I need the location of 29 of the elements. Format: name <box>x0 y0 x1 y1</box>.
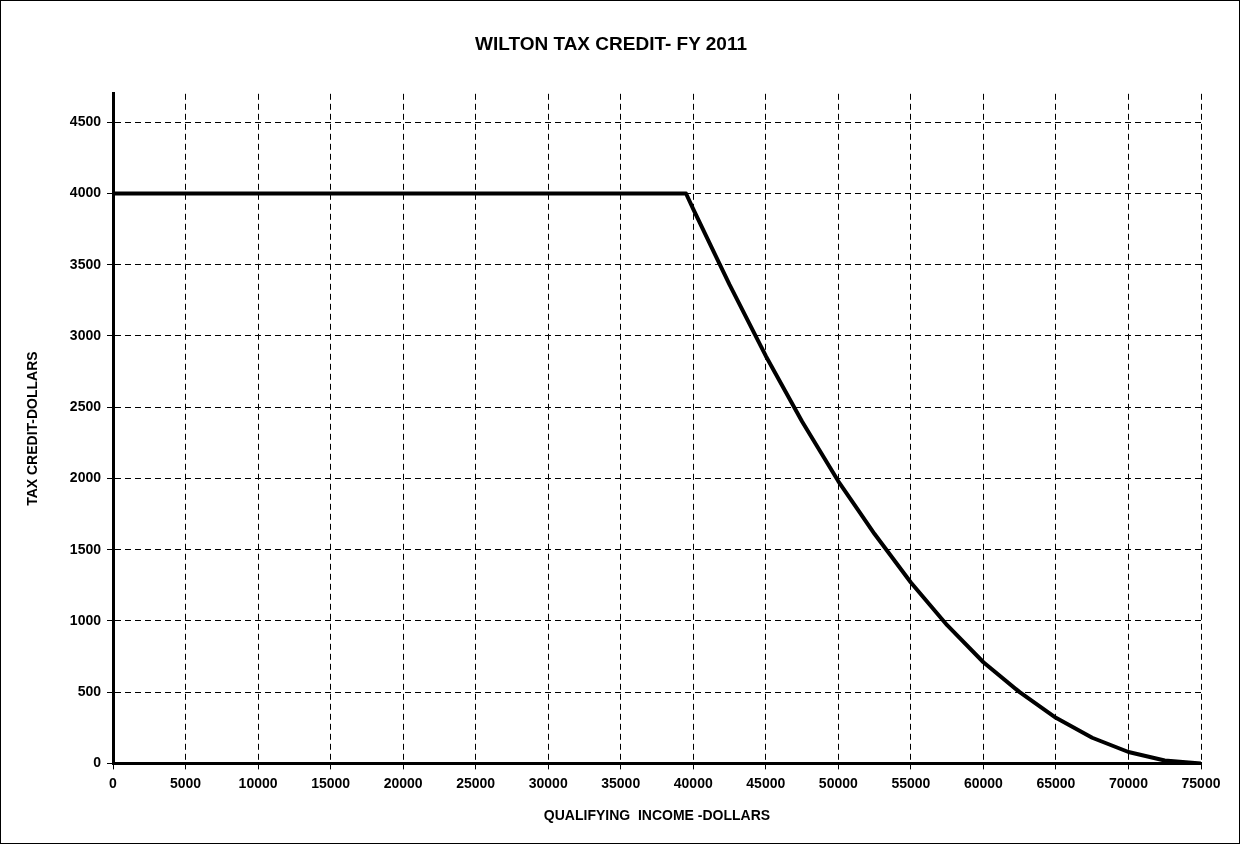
x-tick-label: 40000 <box>673 774 713 791</box>
y-tick-label: 500 <box>77 683 102 700</box>
y-tick-label: 4000 <box>69 184 102 201</box>
y-tick-label: 4500 <box>69 113 102 130</box>
x-axis-title: QUALIFYING INCOME -DOLLARS <box>543 807 771 824</box>
x-tick-label: 55000 <box>891 774 931 791</box>
chart-title: WILTON TAX CREDIT- FY 2011 <box>474 32 748 54</box>
x-tick-label: 70000 <box>1109 774 1149 791</box>
x-tick-label: 15000 <box>311 774 351 791</box>
y-tick-label: 0 <box>93 754 102 771</box>
x-tick-label: 10000 <box>238 774 278 791</box>
x-tick-label: 35000 <box>601 774 641 791</box>
x-tick-label: 30000 <box>528 774 568 791</box>
y-tick-label: 3500 <box>69 255 102 272</box>
x-tick-label: 5000 <box>169 774 202 791</box>
x-tick-label: 75000 <box>1181 774 1221 791</box>
x-tick-label: 50000 <box>818 774 859 791</box>
y-tick-label: 2500 <box>69 398 102 415</box>
y-tick-label: 2000 <box>69 469 102 486</box>
x-tick-label: 20000 <box>383 774 423 791</box>
x-tick-label: 25000 <box>456 774 496 791</box>
x-tick-label: 65000 <box>1036 774 1076 791</box>
y-axis-title: TAX CREDIT-DOLLARS <box>24 351 41 506</box>
y-tick-label: 3000 <box>69 326 102 343</box>
x-tick-label: 45000 <box>746 774 786 791</box>
x-tick-label: 0 <box>109 774 118 791</box>
x-tick-label: 60000 <box>963 774 1004 791</box>
y-tick-label: 1500 <box>69 540 102 557</box>
y-tick-label: 1000 <box>69 611 102 628</box>
